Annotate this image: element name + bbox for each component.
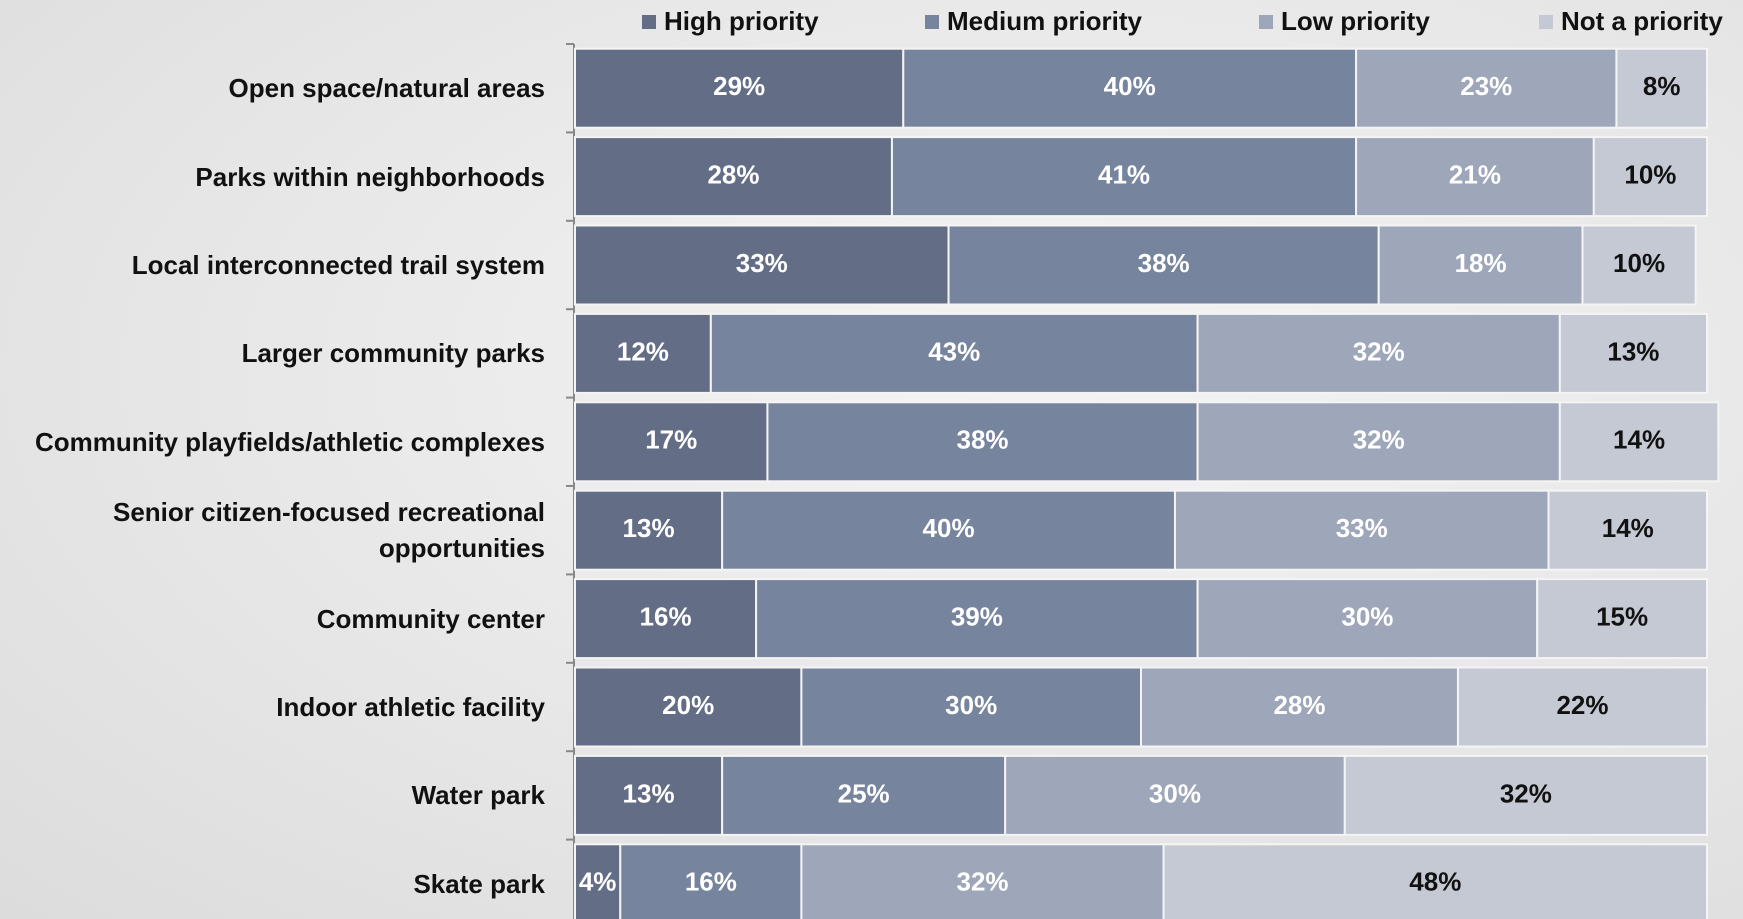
bar-segment	[574, 401, 769, 483]
data-label: 4%	[579, 867, 617, 897]
bar-segment	[721, 754, 1007, 836]
bar-segment	[1173, 489, 1550, 571]
category-label: Skate park	[413, 868, 545, 899]
data-label: 16%	[685, 867, 737, 897]
data-label: 20%	[662, 690, 714, 720]
data-label: 41%	[1098, 159, 1150, 189]
bar-segment	[1592, 136, 1709, 218]
bar-segment	[574, 312, 712, 394]
category-label: Community center	[316, 603, 545, 634]
bar-segment	[574, 489, 724, 571]
bar-segment	[1162, 843, 1708, 919]
data-label: 32%	[956, 867, 1008, 897]
data-label: 43%	[928, 336, 980, 366]
data-label: 15%	[1596, 601, 1648, 631]
data-label: 18%	[1455, 248, 1507, 278]
data-label: 13%	[623, 778, 675, 808]
bar-segment	[1196, 312, 1561, 394]
bar-segment	[1004, 754, 1346, 836]
data-label: 30%	[945, 690, 997, 720]
data-label: 10%	[1613, 248, 1665, 278]
category-label: Water park	[411, 780, 545, 811]
bar-segment	[1355, 136, 1595, 218]
data-label: 22%	[1556, 690, 1608, 720]
legend-label: Medium priority	[947, 6, 1143, 36]
data-label: 30%	[1149, 778, 1201, 808]
bar-segment	[1536, 578, 1708, 660]
data-label: 40%	[923, 513, 975, 543]
bar-segment	[1558, 401, 1720, 483]
data-label: 38%	[1138, 248, 1190, 278]
bar-segment	[721, 489, 1176, 571]
legend-swatch	[925, 15, 939, 29]
bar-segment	[574, 136, 893, 218]
legend-label: Low priority	[1281, 6, 1430, 36]
data-label: 13%	[623, 513, 675, 543]
data-label: 16%	[640, 601, 692, 631]
bar-segment	[574, 754, 724, 836]
data-label: 32%	[1500, 778, 1552, 808]
data-label: 8%	[1643, 71, 1681, 101]
bar-segment	[1196, 578, 1539, 660]
legend-label: High priority	[664, 6, 819, 36]
data-label: 39%	[951, 601, 1003, 631]
data-label: 33%	[1336, 513, 1388, 543]
bar-segment	[755, 578, 1199, 660]
bar-segment	[574, 666, 803, 748]
legend-swatch	[642, 15, 656, 29]
category-label: Senior citizen-focused recreational oppo…	[112, 497, 545, 564]
bar-segment	[1456, 666, 1708, 748]
data-label: 38%	[956, 425, 1008, 455]
data-label: 14%	[1602, 513, 1654, 543]
category-label: Parks within neighborhoods	[195, 161, 545, 192]
data-label: 32%	[1353, 336, 1405, 366]
bar-segment	[902, 47, 1358, 129]
legend-swatch	[1539, 15, 1553, 29]
bar-segment	[574, 47, 905, 129]
data-label: 28%	[1273, 690, 1325, 720]
category-label: Indoor athletic facility	[276, 692, 545, 722]
bar-segment	[1343, 754, 1708, 836]
data-label: 14%	[1613, 425, 1665, 455]
bar-segment	[766, 401, 1199, 483]
legend-swatch	[1259, 15, 1273, 29]
bar-segment	[947, 224, 1380, 306]
bar-segment	[800, 843, 1165, 919]
bar-segment	[1558, 312, 1708, 394]
data-label: 10%	[1624, 159, 1676, 189]
data-label: 13%	[1607, 336, 1659, 366]
data-label: 32%	[1353, 425, 1405, 455]
data-label: 25%	[838, 778, 890, 808]
data-label: 12%	[617, 336, 669, 366]
bar-segment	[1615, 47, 1708, 129]
legend-label: Not a priority	[1561, 6, 1723, 36]
category-label: Open space/natural areas	[228, 73, 545, 104]
bar-segment	[709, 312, 1199, 394]
bar-segment	[1377, 224, 1584, 306]
data-label: 21%	[1449, 159, 1501, 189]
data-label: 40%	[1104, 71, 1156, 101]
bar-segment	[890, 136, 1358, 218]
data-label: 29%	[713, 71, 765, 101]
data-label: 33%	[736, 248, 788, 278]
category-label: Community playfields/athletic complexes	[34, 426, 545, 457]
data-label: 30%	[1341, 601, 1393, 631]
data-label: 48%	[1409, 867, 1461, 897]
bar-segment	[574, 578, 758, 660]
category-label: Larger community parks	[241, 338, 545, 369]
bar-segment	[1547, 489, 1709, 571]
bar-segment	[574, 843, 622, 919]
data-label: 28%	[707, 159, 759, 189]
data-label: 17%	[645, 425, 697, 455]
bar-segment	[1355, 47, 1618, 129]
bar-segment	[1581, 224, 1697, 306]
category-label: Local interconnected trail system	[131, 250, 545, 280]
data-label: 23%	[1460, 71, 1512, 101]
